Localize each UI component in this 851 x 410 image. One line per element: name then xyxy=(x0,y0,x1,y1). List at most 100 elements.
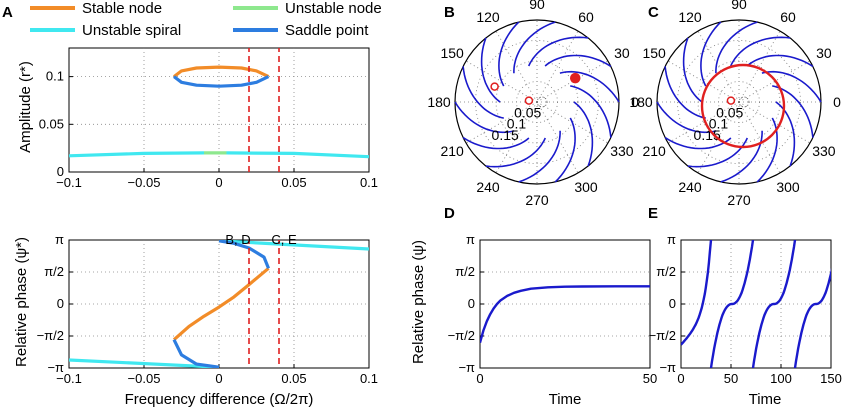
series-line-saddle-point xyxy=(172,338,220,368)
y-tick-label: −π/2 xyxy=(649,328,676,343)
polar-angle-label: 300 xyxy=(574,179,598,195)
flow-trajectory xyxy=(573,101,594,167)
polar-grid-spoke xyxy=(738,30,781,103)
polar-angle-label: 180 xyxy=(427,94,451,110)
flow-trajectory xyxy=(518,130,561,183)
polar-angle-label: 300 xyxy=(776,179,800,195)
flow-trajectory xyxy=(715,21,758,74)
x-axis-label-time-e: Time xyxy=(749,391,782,408)
series-line-psi xyxy=(751,240,797,368)
fixed-point-saddle xyxy=(490,82,499,91)
polar-angle-label: 270 xyxy=(525,192,549,208)
flow-trajectory xyxy=(527,36,589,67)
flow-trajectory xyxy=(570,85,612,138)
polar-grid-circle xyxy=(475,40,599,164)
flow-trajectory xyxy=(554,117,576,183)
chart-c-polar: 90603003303002702402101801501200.050.10.… xyxy=(629,0,841,208)
flow-trajectory xyxy=(756,117,778,183)
y-axis-label-relative-phase: Relative phase (ψ*) xyxy=(13,237,30,367)
plot-area xyxy=(69,240,369,368)
series-line-unstable-spiral xyxy=(69,151,205,158)
panel-letter-d: D xyxy=(444,205,455,222)
polar-grid-spoke xyxy=(465,101,538,144)
series-line-unstable-spiral xyxy=(69,358,220,368)
polar-angle-label: 60 xyxy=(780,9,796,25)
flow-trajectory xyxy=(700,21,722,87)
flow-trajectory xyxy=(761,70,822,103)
polar-angle-label: 90 xyxy=(529,0,545,12)
polar-angle-label: 180 xyxy=(629,94,653,110)
x-tick-label: 0 xyxy=(215,175,222,190)
legend-label: Stable node xyxy=(82,0,162,17)
y-tick-label: 0.05 xyxy=(39,116,64,131)
x-tick-label: 0 xyxy=(677,371,684,386)
annotation-b-d: B, D xyxy=(225,232,250,247)
flow-trajectory xyxy=(462,136,530,150)
legend-entry-unstable-spiral: Unstable spiral xyxy=(30,22,181,39)
y-tick-label: −π/2 xyxy=(37,328,64,343)
polar-grid-spoke xyxy=(495,101,538,174)
flow-trajectory xyxy=(656,101,717,134)
x-axis-label-frequency: Frequency difference (Ω/2π) xyxy=(125,391,314,408)
x-tick-label: 0.05 xyxy=(281,371,306,386)
plot-area xyxy=(69,48,369,172)
series-line-unstable-spiral xyxy=(226,151,369,159)
center-marker xyxy=(738,96,750,108)
annotation-c-e: C, E xyxy=(271,232,297,247)
series-line-psi xyxy=(837,240,851,368)
flow-trajectory xyxy=(664,136,732,150)
polar-angle-label: 30 xyxy=(816,45,832,61)
flow-trajectory xyxy=(462,66,504,119)
fixed-point-stable xyxy=(569,72,581,84)
fixed-point-unstable xyxy=(524,96,534,105)
polar-radial-label: 0.1 xyxy=(709,116,729,132)
flow-trajectory xyxy=(544,54,612,68)
polar-angle-label: 90 xyxy=(731,0,747,12)
polar-angle-label: 150 xyxy=(440,45,464,61)
polar-angle-label: 0 xyxy=(833,94,841,110)
polar-grid-spoke xyxy=(667,60,740,103)
panel-letter-a: A xyxy=(2,4,13,21)
series-line-psi xyxy=(681,240,713,346)
legend-entry-saddle-point: Saddle point xyxy=(233,22,369,39)
polar-grid-spoke xyxy=(536,60,609,103)
chart-d-phase-time: 0 50 −π −π/2 0 π/2 π xyxy=(448,232,658,386)
y-axis-label-amplitude: Amplitude (r*) xyxy=(17,61,34,153)
y-tick-label: −π/2 xyxy=(448,328,475,343)
polar-angle-label: 270 xyxy=(727,192,751,208)
polar-grid-spoke xyxy=(495,30,538,103)
chart-a-amplitude: −0.1 −0.05 0 0.05 0.1 0 0.05 0.1 xyxy=(39,47,378,190)
x-tick-label: 100 xyxy=(770,371,792,386)
series-line-unstable-spiral xyxy=(218,240,369,251)
x-tick-label: 0.1 xyxy=(360,175,378,190)
y-tick-label: π/2 xyxy=(455,264,475,279)
y-tick-label: π xyxy=(667,232,676,247)
polar-grid-spoke xyxy=(738,101,781,174)
x-tick-label: −0.05 xyxy=(128,175,161,190)
series-line-psi xyxy=(793,267,831,368)
flow-trajectory xyxy=(720,130,763,183)
legend-label: Saddle point xyxy=(285,22,369,39)
panel-letter-e: E xyxy=(648,205,658,222)
x-tick-label: −0.1 xyxy=(56,371,82,386)
flow-trajectory xyxy=(746,54,814,68)
y-tick-label: π/2 xyxy=(44,264,64,279)
flow-trajectory xyxy=(480,37,501,103)
plot-area xyxy=(681,240,851,368)
legend-label: Unstable node xyxy=(285,0,382,17)
flow-trajectory xyxy=(664,66,706,119)
y-tick-label: −π xyxy=(458,360,475,375)
x-tick-label: 0.1 xyxy=(360,371,378,386)
x-axis-label-time-d: Time xyxy=(549,391,582,408)
polar-radial-label: 0.15 xyxy=(492,127,519,143)
fixed-point-unstable xyxy=(726,96,736,105)
flow-trajectory xyxy=(485,137,547,168)
y-tick-label: 0 xyxy=(468,296,475,311)
flow-trajectory xyxy=(454,101,515,134)
x-tick-label: 50 xyxy=(724,371,738,386)
polar-angle-label: 60 xyxy=(578,9,594,25)
legend-label: Unstable spiral xyxy=(82,22,181,39)
x-tick-label: 0 xyxy=(215,371,222,386)
polar-grid-spoke xyxy=(536,101,579,174)
limit-cycle xyxy=(700,63,786,149)
